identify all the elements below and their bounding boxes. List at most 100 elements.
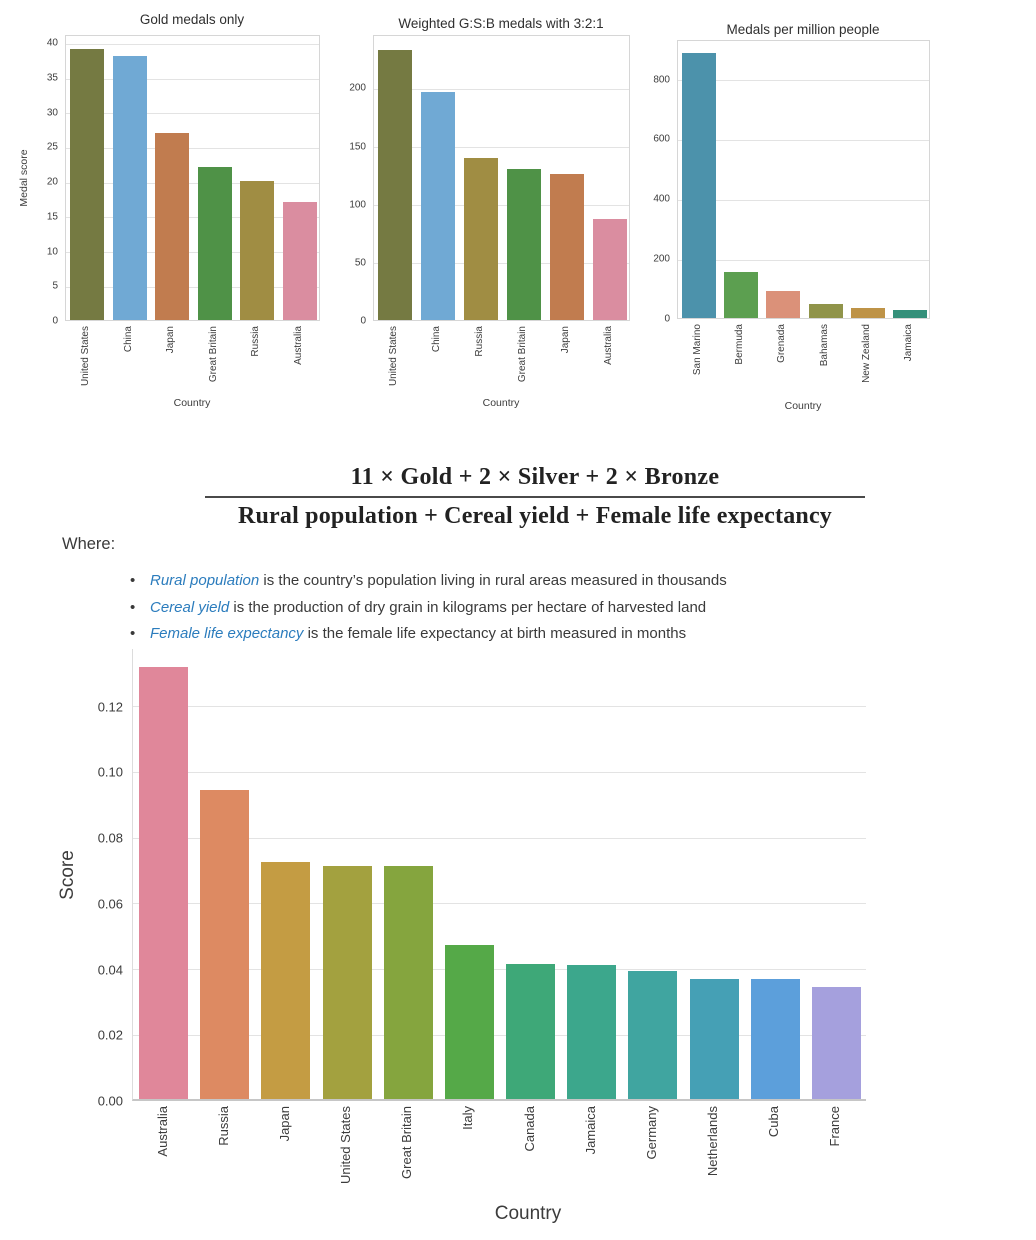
y-tick-label: 0.06 [97, 896, 123, 912]
bar-australia [592, 218, 627, 320]
gridline [133, 903, 866, 905]
bar-united-states [378, 50, 413, 320]
y-tick-label: 0 [664, 313, 670, 325]
gridline [66, 182, 319, 184]
definition-text: is the female life expectancy at birth m… [303, 625, 687, 642]
y-tick-label: 15 [46, 211, 58, 223]
formula-numerator: 11 × Gold + 2 × Silver + 2 × Bronze [350, 464, 720, 490]
score-formula: 11 × Gold + 2 × Silver + 2 × Bronze Rura… [205, 462, 865, 530]
bar-bermuda [724, 271, 759, 318]
plot-area [65, 35, 320, 321]
plot-area [132, 649, 866, 1101]
x-tick-label-united-states: United States [338, 1106, 354, 1185]
definition-text: is the country’s population living in ru… [259, 572, 727, 589]
x-tick-label-germany: Germany [643, 1106, 659, 1160]
bar-netherlands [689, 978, 739, 1099]
y-tick-label: 600 [653, 133, 670, 145]
bar-russia [200, 790, 250, 1099]
y-tick-label: 0 [360, 315, 366, 327]
x-tick-label-netherlands: Netherlands [705, 1106, 721, 1177]
y-tick-label: 0.04 [97, 962, 123, 977]
gridline [678, 199, 929, 201]
plot-area [373, 35, 630, 321]
y-tick-label: 800 [653, 74, 670, 85]
bar-japan [549, 173, 584, 320]
x-tick-label-russia: Russia [215, 1106, 231, 1146]
gridline [66, 252, 319, 254]
x-axis-label: Country [494, 1203, 562, 1224]
bar-russia [464, 158, 499, 320]
definition-rural-population: Rural population is the country’s popula… [130, 568, 727, 595]
gridline [133, 837, 866, 839]
gridline [678, 259, 929, 261]
bar-cuba [750, 978, 800, 1099]
gridline [133, 969, 866, 970]
gridline [66, 43, 319, 45]
formula-denominator: Rural population + Cereal yield + Female… [237, 503, 833, 529]
gridline [133, 771, 866, 773]
gridline [66, 217, 319, 219]
x-axis-label: Country [482, 397, 520, 409]
x-tick-label-cuba: Cuba [766, 1106, 782, 1138]
bar-new-zealand [850, 307, 885, 318]
bar-jamaica [892, 309, 927, 318]
y-tick-label: 400 [653, 193, 670, 205]
y-tick-label: 50 [354, 257, 366, 269]
definition-cereal-yield: Cereal yield is the production of dry gr… [130, 595, 727, 622]
bar-jamaica [567, 964, 617, 1099]
y-tick-label: 5 [52, 280, 58, 292]
bar-italy [444, 944, 494, 1099]
y-tick-label: 25 [46, 141, 58, 153]
x-axis-label: Country [173, 397, 211, 409]
term-female-life-expectancy: Female life expectancy [150, 625, 304, 642]
gridline [66, 113, 319, 115]
gridline [374, 205, 629, 207]
y-tick-label: 150 [349, 141, 366, 153]
y-tick-label: 0.00 [97, 1093, 123, 1109]
gridline [374, 147, 629, 149]
y-tick-label: 40 [46, 37, 58, 49]
term-rural-population: Rural population [150, 572, 260, 589]
term-cereal-yield: Cereal yield [150, 598, 230, 616]
bar-china [421, 92, 456, 320]
x-axis-label: Country [784, 400, 822, 412]
gridline [678, 80, 929, 81]
bar-great-britain [197, 167, 232, 320]
bar-japan [155, 132, 190, 320]
y-tick-label: 200 [349, 82, 366, 94]
bar-united-states [70, 49, 105, 320]
y-tick-label: 10 [46, 246, 58, 258]
bar-bahamas [808, 303, 843, 318]
y-tick-label: 0.10 [97, 764, 123, 780]
definition-female-life-expectancy: Female life expectancy is the female lif… [130, 621, 727, 648]
y-tick-label: 0.02 [97, 1027, 123, 1043]
bar-grenada [766, 291, 801, 318]
gridline [66, 78, 319, 80]
y-tick-label: 20 [46, 176, 58, 188]
where-label: Where: [62, 535, 116, 553]
gridline [374, 88, 629, 90]
y-tick-label: 35 [46, 72, 58, 84]
chart-title: Weighted G:S:B medals with 3:2:1 [398, 16, 604, 31]
bar-russia [240, 181, 275, 320]
bar-japan [261, 862, 311, 1099]
gridline [66, 147, 319, 149]
definition-text: is the production of dry grain in kilogr… [229, 598, 707, 616]
definitions-list: Rural population is the country’s popula… [130, 568, 727, 648]
bar-great-britain [506, 168, 541, 320]
x-tick-label-jamaica: Jamaica [582, 1106, 598, 1155]
gridline [678, 139, 929, 141]
y-tick-label: 0.12 [97, 699, 123, 715]
x-tick-label-great-britain: Great Britain [399, 1106, 415, 1179]
y-tick-label: 0 [52, 315, 58, 327]
gridline [374, 263, 629, 265]
bar-united-states [322, 865, 372, 1099]
x-tick-label-france: France [827, 1106, 843, 1147]
chart-title: Medals per million people [726, 22, 880, 37]
bar-australia [282, 202, 317, 320]
